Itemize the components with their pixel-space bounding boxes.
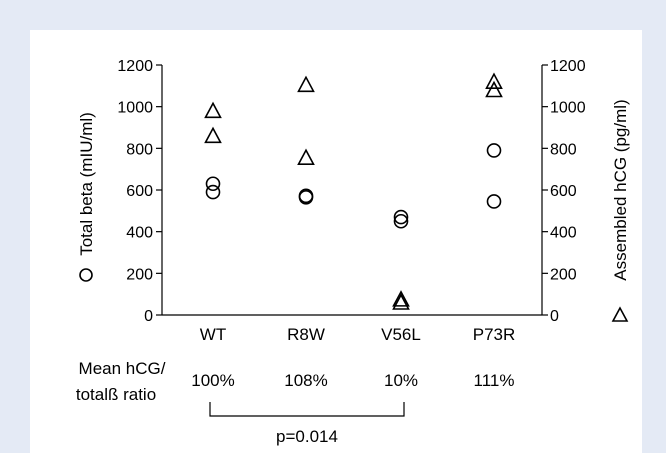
circle-point-wt-1: [207, 186, 220, 199]
triangle-point-r8w-0: [299, 77, 314, 91]
ratio-label-line-1: Mean hCG/: [79, 359, 166, 378]
triangle-point-wt-0: [206, 103, 221, 117]
right-tick-label-400: 400: [550, 225, 577, 242]
category-label-v56l: V56L: [381, 325, 421, 344]
left-tick-label-600: 600: [126, 183, 153, 200]
category-labels-group: WT R8W V56L P73R: [200, 325, 515, 344]
triangle-point-r8w-1: [299, 150, 314, 164]
category-label-wt: WT: [200, 325, 226, 344]
left-axis-circle-marker: [80, 269, 92, 281]
right-tick-label-600: 600: [550, 183, 577, 200]
ratio-label-line-2: totalß ratio: [76, 385, 156, 404]
left-axis-title-group: Total beta (mIU/ml): [77, 112, 96, 281]
left-axis-title: Total beta (mIU/ml): [77, 112, 96, 256]
ratio-value-r8w: 108%: [284, 371, 327, 390]
left-tick-label-800: 800: [126, 141, 153, 158]
right-tick-label-1000: 1000: [550, 100, 586, 117]
data-points-group: [206, 74, 502, 309]
ratio-block: Mean hCG/ totalß ratio 100% 108% 10% 111%: [76, 359, 515, 404]
ratio-value-v56l: 10%: [384, 371, 418, 390]
category-label-p73r: P73R: [473, 325, 516, 344]
left-tick-label-400: 400: [126, 225, 153, 242]
right-axis-title: Assembled hCG (pg/ml): [611, 99, 630, 280]
right-tick-label-800: 800: [550, 141, 577, 158]
right-axis-triangle-marker: [613, 308, 627, 321]
left-tick-label-1200: 1200: [117, 58, 153, 75]
right-axis-title-group: Assembled hCG (pg/ml): [611, 99, 630, 321]
left-ticks-group: 0 200 400 600 800 1000 1200: [117, 58, 162, 325]
triangle-point-wt-1: [206, 128, 221, 142]
p-value-label: p=0.014: [276, 427, 338, 446]
comparison-bracket: [210, 402, 404, 416]
right-tick-label-1200: 1200: [550, 58, 586, 75]
ratio-values-group: 100% 108% 10% 111%: [191, 371, 514, 390]
category-label-r8w: R8W: [287, 325, 325, 344]
right-tick-label-200: 200: [550, 266, 577, 283]
circle-point-p73r-0: [488, 144, 501, 157]
right-ticks-group: 0 200 400 600 800 1000 1200: [542, 58, 586, 325]
circle-point-p73r-1: [488, 195, 501, 208]
left-tick-label-200: 200: [126, 266, 153, 283]
left-tick-label-1000: 1000: [117, 100, 153, 117]
right-tick-label-0: 0: [550, 308, 559, 325]
ratio-value-p73r: 111%: [474, 371, 515, 390]
left-tick-label-0: 0: [144, 308, 153, 325]
comparison-bracket-group: p=0.014: [210, 402, 404, 446]
ratio-value-wt: 100%: [191, 371, 234, 390]
